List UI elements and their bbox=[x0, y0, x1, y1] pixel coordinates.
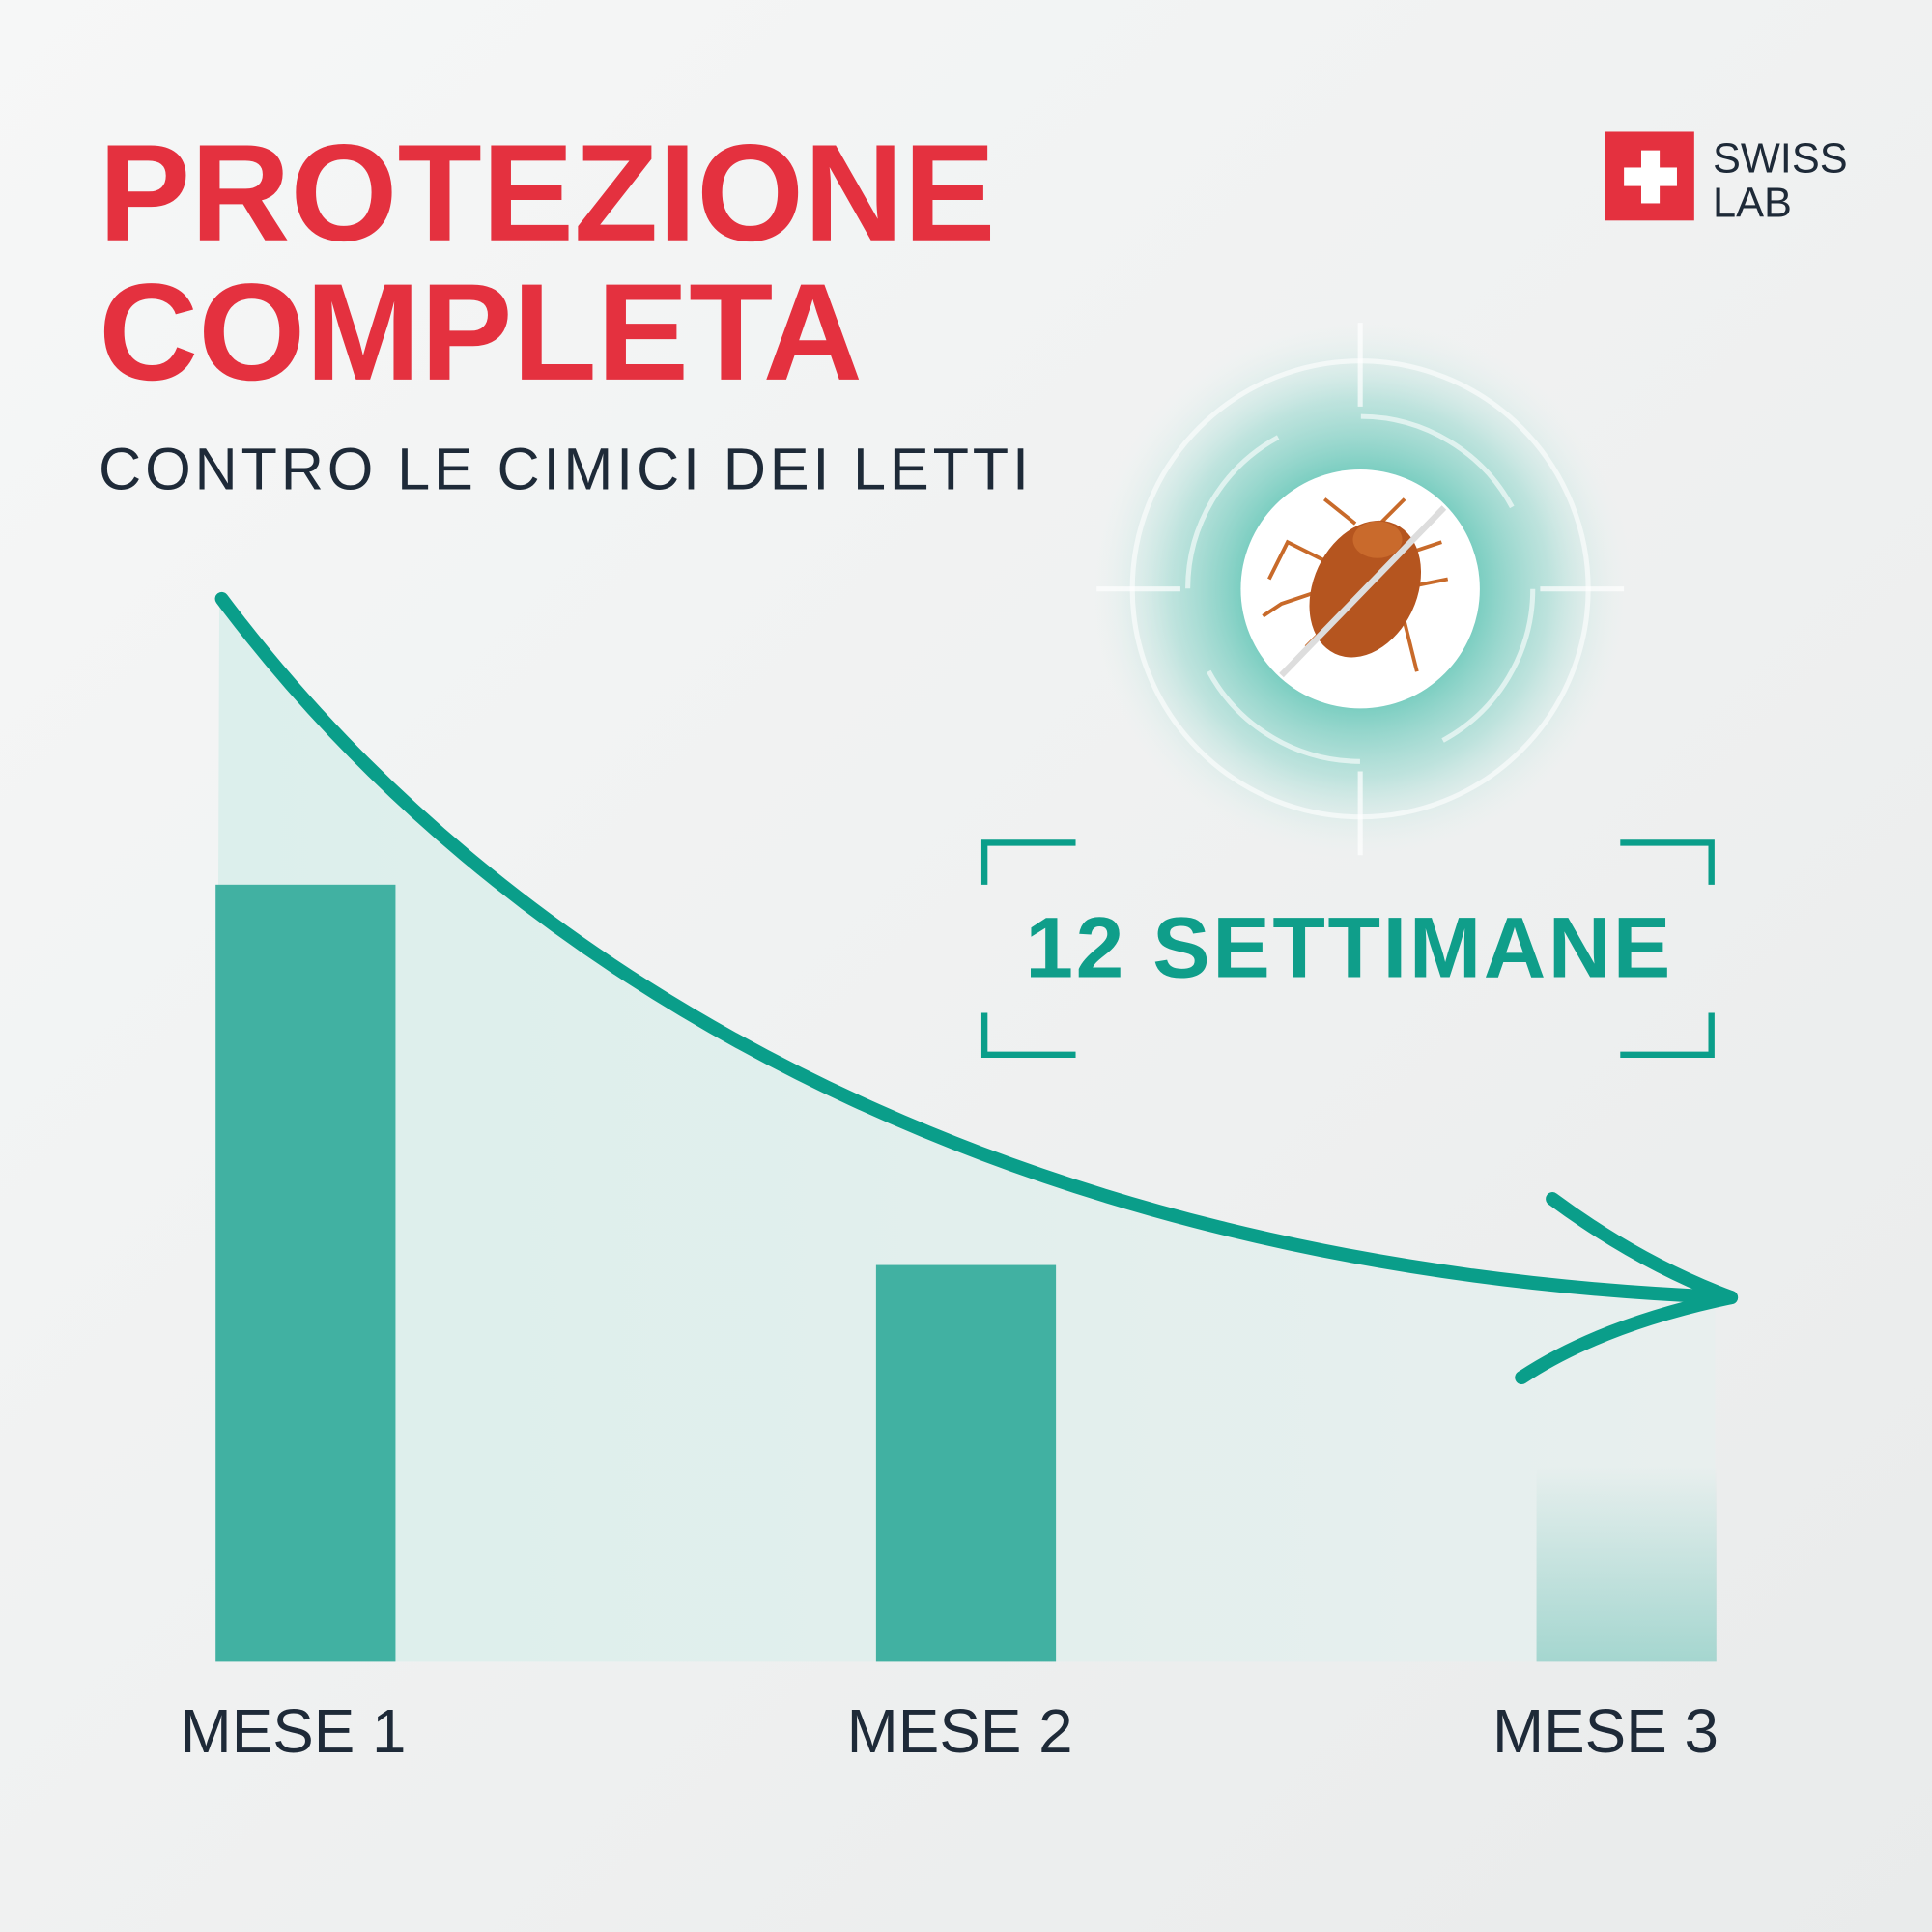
bar bbox=[875, 1264, 1057, 1662]
x-tick-label: MESE 1 bbox=[181, 1696, 407, 1766]
target-icon bbox=[1089, 318, 1632, 861]
trend-arrow bbox=[214, 591, 1739, 1305]
bar bbox=[1536, 1466, 1717, 1662]
subtitle: CONTRO LE CIMICI DEI LETTI bbox=[99, 436, 1033, 501]
strike bbox=[1279, 505, 1447, 678]
x-tick-label: MESE 2 bbox=[847, 1696, 1073, 1766]
brand-text: SWISS bbox=[1713, 136, 1848, 183]
area bbox=[215, 598, 1716, 1662]
bug-head bbox=[1352, 521, 1403, 558]
title-line: PROTEZIONE bbox=[99, 117, 996, 270]
logo: SWISS LAB bbox=[1605, 131, 1848, 226]
x-tick-label: MESE 3 bbox=[1492, 1696, 1719, 1766]
arrow-head bbox=[1515, 1192, 1739, 1385]
bar bbox=[215, 884, 396, 1662]
annotation: 12 SETTIMANE bbox=[1025, 898, 1672, 995]
title-line: COMPLETA bbox=[99, 256, 863, 410]
bracket bbox=[980, 839, 1715, 1059]
logo-cross bbox=[1624, 167, 1677, 186]
brand-text: LAB bbox=[1713, 180, 1792, 226]
